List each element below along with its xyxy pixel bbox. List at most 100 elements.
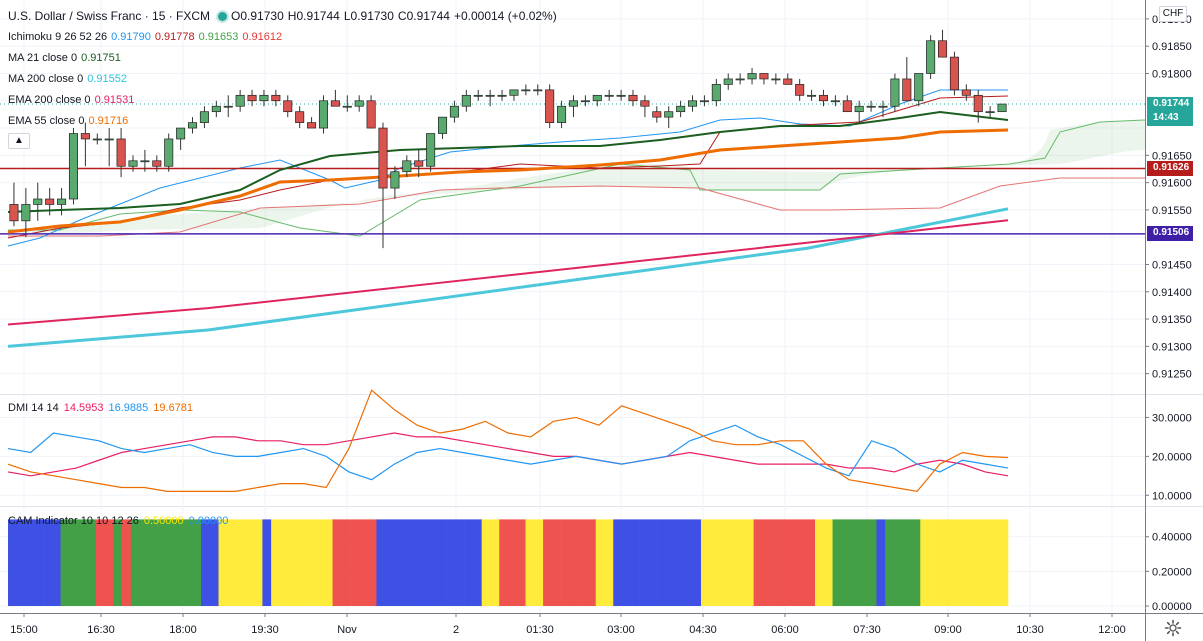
ema-55-line [7,128,1009,234]
price-tick-label: 0.91550 [1152,205,1192,217]
cam-bar [122,519,132,606]
cam-bar [700,519,711,606]
candle-body [747,73,757,80]
price-tick-label: 0.91250 [1152,369,1192,381]
time-tick-label: 18:00 [169,624,197,636]
indicator-value: 0.91552 [87,72,127,85]
indicator-legend-row[interactable]: MA 21 close 0 0.91751 [8,47,561,68]
cam-bar [604,519,614,606]
cam-bar [393,519,404,606]
cam-bar [841,519,851,606]
candle-body [807,94,817,97]
dmi-legend: DMI 14 14 14.5953 16.9885 19.6781 [8,402,198,414]
cam-bar [876,519,886,606]
candle-body [676,105,686,113]
cam-bar [183,519,193,606]
symbol-title[interactable]: U.S. Dollar / Swiss Franc · 15 · FXCM [8,9,211,23]
cam-bar [297,519,307,606]
cam-bar [893,519,904,606]
candle-body [414,160,424,167]
cam-bar [472,519,482,606]
indicator-legend-row[interactable]: Ichimoku 9 26 52 26 0.91790 0.91778 0.91653… [8,26,561,47]
indicator-legend-row[interactable]: EMA 55 close 0 0.91716 [8,110,561,131]
gear-icon[interactable] [1164,619,1182,637]
indicator-legend-row[interactable]: EMA 200 close 0 0.91531 [8,89,561,110]
candle-body [568,100,578,107]
cam-bar [51,519,61,606]
currency-label[interactable]: CHF [1159,6,1187,22]
cam-bar [95,519,105,606]
cam-bar [420,519,430,606]
cam-bar [385,519,395,606]
ohlc-high: H0.91744 [287,9,340,23]
candle-body [116,138,126,167]
collapse-legend-button[interactable]: ▲ [8,133,30,149]
candle-body [854,105,864,113]
indicator-name: Ichimoku 9 26 52 26 [8,30,108,43]
cam-bar [744,519,754,606]
candle-body [997,103,1007,113]
cam-bar [683,519,693,606]
price-tick-label: 0.91300 [1152,341,1192,353]
cam-bar [595,519,605,606]
candle-body [271,94,281,102]
candle-body [771,78,781,81]
cam-bar [946,519,956,606]
price-change: +0.00014 (+0.02%) [453,9,557,23]
candle-body [652,111,662,118]
time-tick-label: 03:00 [607,624,635,636]
candle-body [211,105,221,113]
indicator-legend-row[interactable]: MA 200 close 0 0.91552 [8,68,561,89]
indicator-value: 0.91716 [88,114,129,127]
cam-bar [165,519,175,606]
candle-body [128,160,138,167]
cam-bar [534,519,544,606]
cam-bar [718,519,728,606]
cam-bar [762,519,772,606]
cam-label[interactable]: CAM Indicator 10 10 12 26 [8,515,139,527]
cam-bar [674,519,684,606]
dmi-line [7,424,1009,481]
cam-bar [832,519,842,606]
candle-body [699,100,709,103]
indicator-name: MA 21 close 0 [8,51,78,64]
dmi-tick-label: 10.0000 [1152,490,1192,502]
candle-body [592,94,602,102]
cam-bar [560,519,570,606]
cam-bar [244,519,254,606]
price-tick-label: 0.91450 [1152,259,1192,271]
cam-tick-label: 0.40000 [1152,532,1192,544]
candle-body [485,94,495,97]
indicator-name: EMA 55 close 0 [8,114,85,127]
candle-body [664,111,674,118]
price-badge: 0.91744 [1147,96,1193,112]
indicator-name: EMA 200 close 0 [8,93,91,106]
dmi-tick-label: 20.0000 [1152,451,1192,463]
dmi-value-neg: 14.5953 [63,402,104,414]
time-tick-label: 2 [453,624,459,636]
cam-bar [525,519,535,606]
cam-bar [455,519,465,606]
cam-bar [850,519,860,606]
time-tick-label: 07:30 [853,624,881,636]
dmi-label[interactable]: DMI 14 14 [8,402,59,414]
cam-bar [929,519,939,606]
cam-bar [43,519,53,606]
price-tick-label: 0.91850 [1152,41,1192,53]
cam-bar [60,519,70,606]
candle-body [92,138,102,141]
main-legend: U.S. Dollar / Swiss Franc · 15 · FXCM O0… [8,6,561,131]
cam-bar [218,519,228,606]
candle-body [842,100,852,113]
cam-bar [771,519,781,606]
cam-bar [955,519,965,606]
symbol-legend-row: U.S. Dollar / Swiss Franc · 15 · FXCM O0… [8,6,561,26]
candle-body [533,89,543,92]
candle-body [914,73,924,102]
candle-body [21,204,31,222]
cam-bar [262,519,272,606]
candle-body [354,100,364,107]
